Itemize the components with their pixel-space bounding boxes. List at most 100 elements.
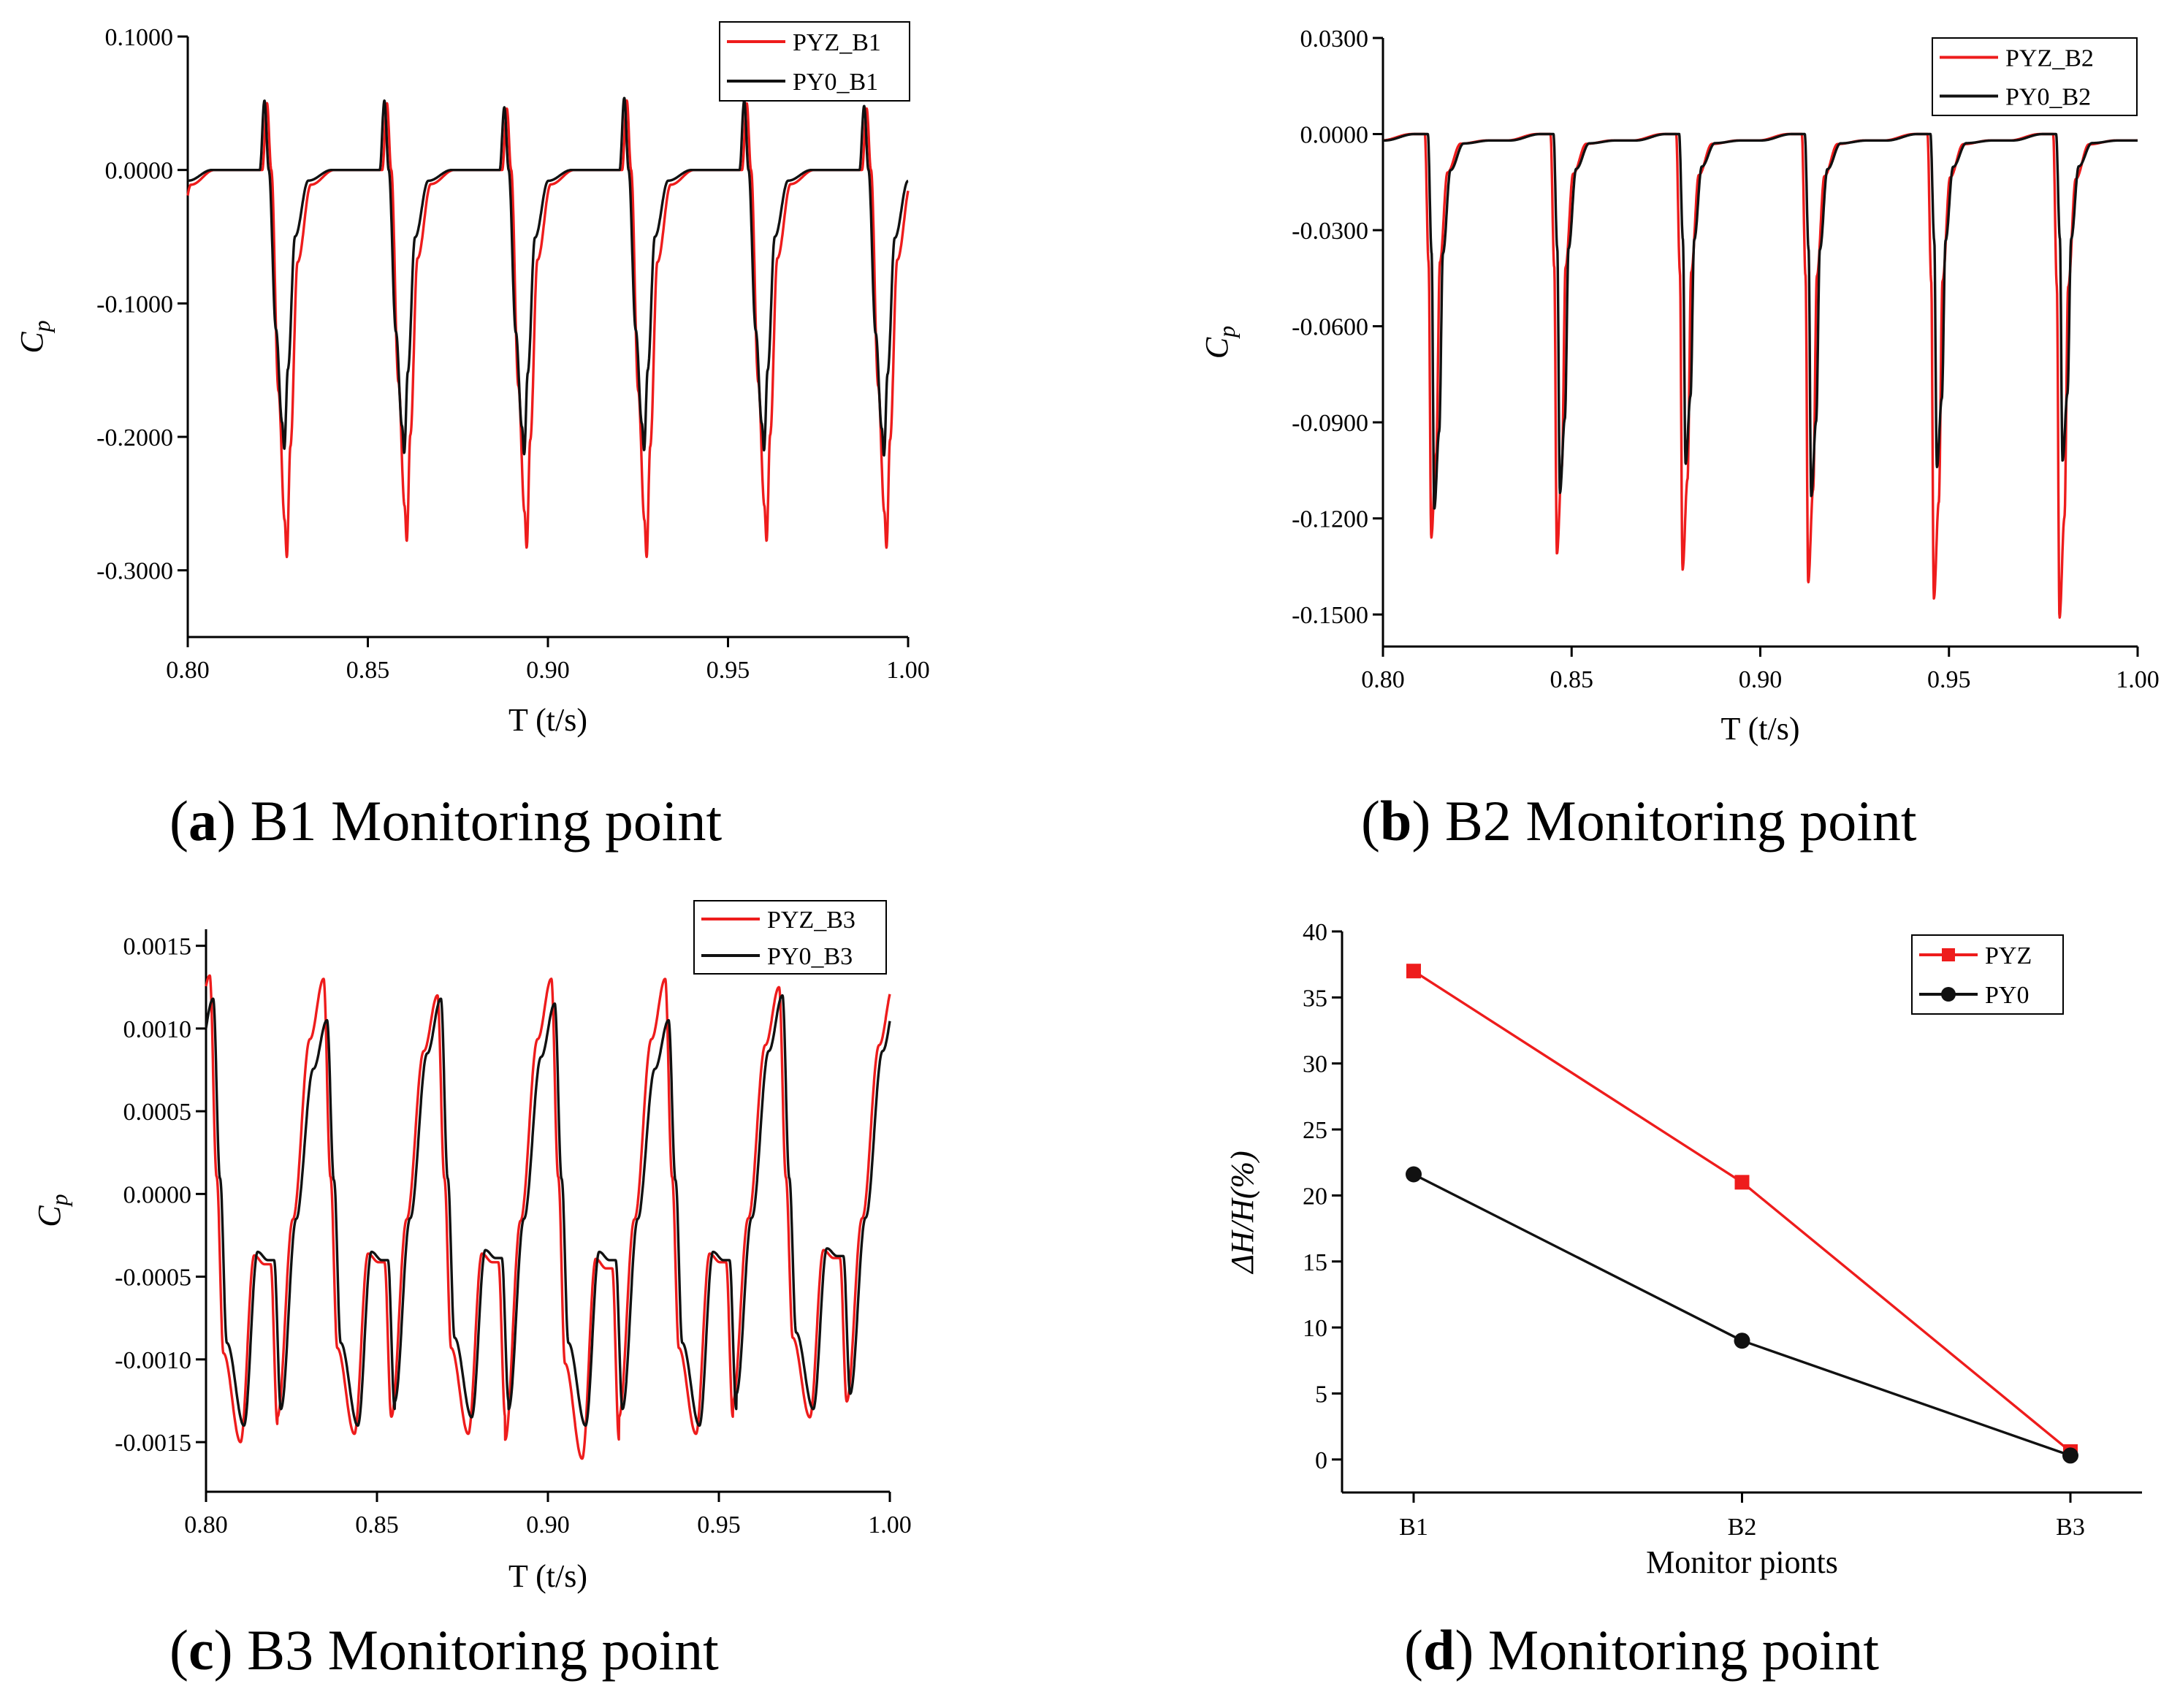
legend-label: PYZ (1985, 942, 2032, 969)
x-tick-label: 1.00 (868, 1511, 912, 1539)
series-line-pyz (1413, 969, 2072, 1453)
x-tick-label: 0.80 (166, 657, 210, 684)
x-tick-label: 0.90 (526, 657, 570, 684)
caption-paren-open: ( (169, 1618, 188, 1682)
x-tick-label: 0.95 (1927, 666, 1971, 693)
x-tick-label: 0.85 (346, 657, 390, 684)
y-axis-label-main: ΔH/H(%) (1224, 1151, 1260, 1275)
legend-label: PY0_B1 (793, 69, 878, 96)
legend-box (1932, 37, 2138, 116)
y-tick-label: 0.0000 (105, 158, 174, 185)
panel-caption: (d) Monitoring point (1404, 1618, 1879, 1682)
caption-paren-open: ( (1361, 789, 1380, 853)
panel-d: 0 5 10 15 20 25 30 35 40 B1 B2 B3 Monitor pionts ΔH/H… (1224, 919, 2142, 1682)
panel-caption: (c) B3 Monitoring point (169, 1618, 719, 1682)
y-axis-label-main: C (14, 332, 50, 354)
caption-paren-open: ( (169, 789, 188, 853)
x-tick-label: 0.90 (1739, 666, 1783, 693)
y-tick-label: 0.0010 (123, 1016, 192, 1043)
data-point-square (1734, 1175, 1750, 1190)
y-axis-label-sub: p (28, 320, 55, 333)
legend-box (719, 21, 910, 102)
x-tick-label: 0.80 (1361, 666, 1405, 693)
legend-box (693, 900, 887, 975)
y-axis-label-sub: p (1213, 326, 1240, 339)
series-line-pyz_b1 (186, 99, 910, 559)
data-point-circle (1406, 1166, 1422, 1183)
y-tick-label: 0.1000 (105, 24, 174, 51)
x-tick-label: 1.00 (886, 657, 930, 684)
data-point-circle (1734, 1333, 1750, 1349)
series-line-py0_b1 (186, 96, 910, 457)
y-tick-label: -0.0010 (115, 1347, 191, 1374)
y-tick-label: 30 (1303, 1051, 1327, 1078)
caption-text: Monitoring point (1474, 1618, 1879, 1682)
legend-label: PYZ_B3 (767, 907, 855, 934)
panel-b: 0.0300 0.0000 -0.0300 -0.0600 -0.0900 -0.1200… (1199, 26, 2160, 853)
caption-letter: c (188, 1618, 214, 1682)
x-tick-label: 0.80 (184, 1511, 228, 1539)
x-tick-label: 1.00 (2116, 666, 2160, 693)
legend-label: PY0_B3 (767, 943, 853, 970)
legend-marker-circle (1941, 987, 1956, 1002)
y-tick-label: -0.2000 (96, 424, 173, 451)
series-line-py0 (1413, 1173, 2071, 1457)
y-tick-label: -0.0300 (1292, 218, 1368, 245)
x-axis-label: T (t/s) (508, 702, 587, 738)
y-tick-label: 35 (1303, 985, 1327, 1012)
y-tick-label: -0.0600 (1292, 314, 1368, 341)
caption-paren-open: ( (1404, 1618, 1423, 1682)
y-tick-label: -0.1500 (1292, 602, 1368, 629)
y-axis-label: Cp (31, 1194, 72, 1227)
x-tick-label: 0.90 (526, 1511, 570, 1539)
series-line-pyz_b2 (1381, 132, 2139, 619)
legend-marker-square (1942, 948, 1955, 961)
y-axis-label-sub: p (46, 1194, 72, 1207)
x-tick-label: 0.85 (355, 1511, 399, 1539)
panel-caption: (b) B2 Monitoring point (1361, 789, 1917, 853)
legend-label: PYZ_B1 (793, 29, 881, 56)
caption-paren-close: ) (1455, 1618, 1474, 1682)
y-tick-label: 20 (1303, 1183, 1327, 1210)
x-tick-label: 0.95 (697, 1511, 741, 1539)
y-tick-label: 25 (1303, 1117, 1327, 1144)
panel-caption: (a) B1 Monitoring point (169, 789, 723, 853)
y-tick-label: -0.1200 (1292, 506, 1368, 533)
caption-paren-close: ) (217, 789, 236, 853)
y-tick-label: -0.3000 (96, 558, 173, 585)
y-tick-label: -0.0015 (115, 1430, 191, 1457)
panel-c: 0.0015 0.0010 0.0005 0.0000 -0.0005 -0.0010 -0… (31, 900, 912, 1682)
caption-text: B2 Monitoring point (1430, 789, 1917, 853)
x-tick-label: B2 (1728, 1514, 1757, 1541)
y-tick-label: 15 (1303, 1249, 1327, 1276)
series-line-py0_b2 (1381, 132, 2139, 510)
caption-letter: b (1380, 789, 1411, 853)
series-line-pyz_b3 (205, 974, 891, 1460)
y-tick-label: 0.0015 (123, 934, 192, 961)
caption-paren-close: ) (1411, 789, 1430, 853)
legend-label: PY0 (1985, 982, 2029, 1009)
x-axis-label: Monitor pionts (1646, 1544, 1838, 1580)
legend-label: PYZ_B2 (2005, 45, 2094, 72)
caption-text: B1 Monitoring point (236, 789, 723, 853)
y-tick-label: 10 (1303, 1315, 1327, 1342)
x-axis-label: T (t/s) (1721, 711, 1800, 747)
x-axis-label: T (t/s) (508, 1558, 587, 1594)
y-axis-label-main: C (31, 1205, 67, 1227)
y-tick-label: 40 (1303, 919, 1327, 946)
y-axis-label: Cp (1199, 326, 1240, 359)
data-point-square (1406, 964, 1421, 979)
x-tick-label: 0.95 (706, 657, 750, 684)
y-tick-label: 0.0000 (1300, 122, 1369, 149)
caption-letter: d (1423, 1618, 1455, 1682)
y-tick-label: -0.0900 (1292, 410, 1368, 437)
y-tick-label: 0.0300 (1300, 26, 1369, 53)
y-axis-label: ΔH/H(%) (1224, 1151, 1260, 1275)
y-tick-label: 0.0005 (123, 1099, 192, 1126)
data-point-circle (2062, 1447, 2078, 1464)
y-tick-label: -0.1000 (96, 291, 173, 318)
y-tick-label: -0.0005 (115, 1265, 191, 1292)
legend-label: PY0_B2 (2005, 84, 2091, 111)
y-axis-label-main: C (1199, 337, 1235, 359)
